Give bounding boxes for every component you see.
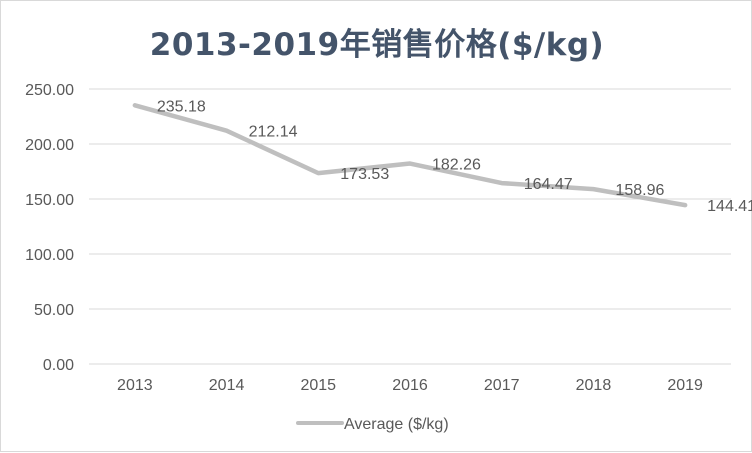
x-tick-label: 2015 — [300, 377, 336, 394]
y-tick-label: 250.00 — [25, 82, 74, 99]
x-tick-label: 2013 — [117, 377, 153, 394]
data-label: 158.96 — [615, 182, 664, 199]
y-axis-ticks: 0.00 50.00 100.00 150.00 200.00 250.00 — [25, 82, 74, 374]
data-label: 164.47 — [524, 176, 573, 193]
series-line — [135, 105, 685, 205]
x-tick-label: 2016 — [392, 377, 428, 394]
x-tick-label: 2019 — [667, 377, 703, 394]
data-label: 144.41 — [707, 198, 752, 215]
legend-label: Average ($/kg) — [344, 416, 449, 433]
data-label: 235.18 — [157, 98, 206, 115]
y-tick-label: 50.00 — [34, 302, 74, 319]
legend: Average ($/kg) — [298, 416, 449, 433]
data-label: 173.53 — [340, 166, 389, 183]
gridlines — [89, 89, 731, 364]
data-labels: 235.18 212.14 173.53 182.26 164.47 158.96 144.… — [157, 98, 752, 215]
x-tick-label: 2018 — [576, 377, 612, 394]
y-tick-label: 200.00 — [25, 137, 74, 154]
y-tick-label: 0.00 — [43, 357, 74, 374]
data-label: 212.14 — [249, 124, 298, 141]
data-label: 182.26 — [432, 157, 481, 174]
x-tick-label: 2014 — [209, 377, 245, 394]
y-tick-label: 100.00 — [25, 247, 74, 264]
series-lines — [135, 105, 685, 205]
x-axis-ticks: 2013 2014 2015 2016 2017 2018 2019 — [117, 377, 703, 394]
x-tick-label: 2017 — [484, 377, 520, 394]
y-tick-label: 150.00 — [25, 192, 74, 209]
